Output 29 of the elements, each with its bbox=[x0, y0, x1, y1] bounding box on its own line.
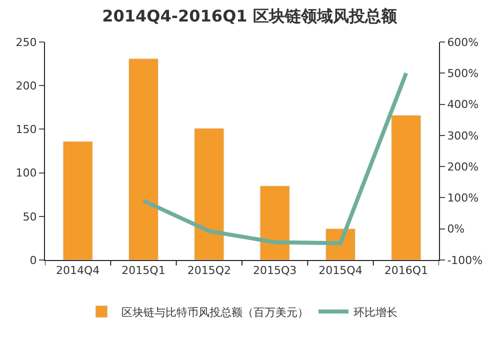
y2-tick-label: -100% bbox=[447, 254, 483, 267]
y-tick-label: 100 bbox=[16, 166, 37, 180]
bar bbox=[260, 186, 290, 260]
x-tick-label: 2016Q1 bbox=[384, 264, 428, 278]
y2-tick-label: 500% bbox=[447, 66, 479, 80]
legend-label: 区块链与比特币风投总额（百万美元） bbox=[122, 306, 308, 319]
y2-tick-label: 100% bbox=[447, 192, 479, 205]
x-tick-label: 2015Q4 bbox=[318, 264, 362, 278]
y2-tick-label: 0% bbox=[447, 222, 465, 236]
x-tick-label: 2015Q3 bbox=[253, 264, 297, 278]
x-tick-label: 2015Q2 bbox=[187, 264, 231, 278]
y2-tick-label: 300% bbox=[447, 129, 479, 142]
bar bbox=[391, 115, 422, 260]
line-series bbox=[142, 71, 408, 246]
chart-title: 2014Q4-2016Q1 区块链领域风投总额 bbox=[102, 6, 398, 26]
bar bbox=[194, 128, 224, 260]
y-tick-label: 250 bbox=[16, 36, 37, 49]
y2-tick-label: 200% bbox=[447, 160, 479, 174]
y2-tick-label: 400% bbox=[447, 98, 479, 112]
y-tick-label: 50 bbox=[22, 210, 37, 224]
bar bbox=[62, 141, 93, 260]
y-tick-label: 200 bbox=[16, 79, 37, 92]
legend-label: 环比增长 bbox=[354, 306, 398, 319]
y-tick-label: 0 bbox=[30, 254, 37, 267]
y2-tick-label: 600% bbox=[447, 36, 479, 49]
y-tick-label: 150 bbox=[16, 123, 37, 136]
x-tick-label: 2015Q1 bbox=[122, 264, 166, 278]
x-tick-label: 2014Q4 bbox=[56, 264, 100, 278]
bar bbox=[128, 58, 159, 260]
